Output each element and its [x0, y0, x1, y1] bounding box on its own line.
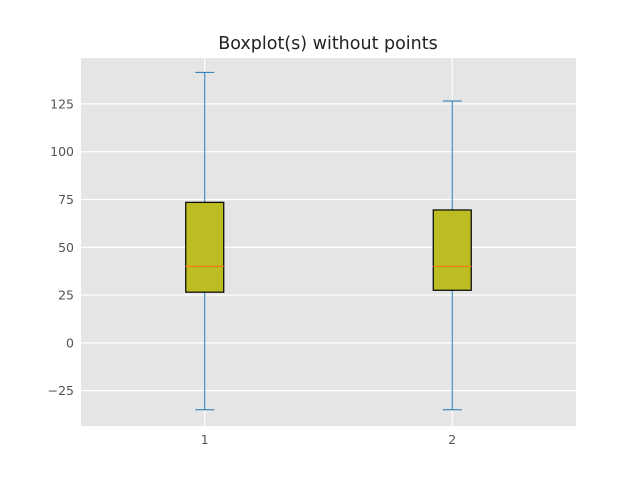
- y-axis-ticks: −25 0 25 50 75 100 125: [48, 96, 74, 398]
- y-tick-label: 125: [50, 96, 74, 111]
- plot-area: [81, 58, 576, 426]
- box-iqr: [185, 201, 225, 293]
- y-tick-label: −25: [48, 383, 74, 398]
- y-tick-label: 75: [58, 192, 74, 207]
- y-tick-label: 25: [58, 288, 74, 303]
- x-tick-label: 1: [201, 432, 209, 447]
- box-2: [432, 100, 472, 411]
- box-1: [185, 71, 225, 411]
- chart-title: Boxplot(s) without points: [218, 34, 438, 54]
- y-tick-label: 0: [66, 335, 74, 350]
- box-group: [185, 71, 472, 411]
- y-tick-label: 100: [50, 144, 74, 159]
- y-tick-label: 50: [58, 240, 74, 255]
- box-iqr: [432, 209, 472, 291]
- x-tick-label: 2: [448, 432, 456, 447]
